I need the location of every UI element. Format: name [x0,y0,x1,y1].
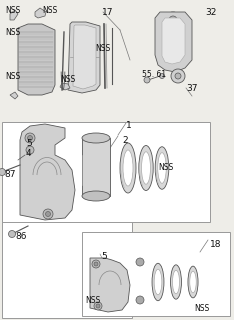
Circle shape [96,304,100,308]
Circle shape [136,258,144,266]
Polygon shape [82,138,110,196]
Text: NSS: NSS [194,304,209,313]
Text: 2: 2 [122,136,128,145]
Ellipse shape [155,147,169,189]
Circle shape [171,69,185,83]
Polygon shape [18,24,55,95]
Text: 32: 32 [205,8,216,17]
Polygon shape [162,18,185,64]
Bar [2,122,210,222]
Polygon shape [60,83,70,90]
Polygon shape [20,124,75,220]
Ellipse shape [190,271,196,293]
Polygon shape [35,8,46,18]
Bar [2,172,132,318]
Circle shape [136,296,144,304]
Polygon shape [90,258,130,312]
Text: 37: 37 [186,84,197,93]
Text: 5: 5 [101,252,107,261]
Circle shape [45,212,51,217]
Ellipse shape [152,263,164,301]
Circle shape [94,262,98,266]
Text: NSS: NSS [158,163,173,172]
Ellipse shape [154,269,162,295]
Polygon shape [10,92,18,99]
Text: 55. 61: 55. 61 [142,70,166,79]
Ellipse shape [172,270,179,294]
Ellipse shape [142,152,150,184]
Text: NSS: NSS [5,72,20,81]
Circle shape [169,16,177,24]
Text: NSS: NSS [85,296,100,305]
Polygon shape [68,22,100,93]
Text: 87: 87 [4,170,15,179]
Circle shape [175,73,181,79]
Circle shape [25,133,35,143]
Text: NSS: NSS [5,6,20,15]
Text: NSS: NSS [95,44,110,53]
Ellipse shape [123,150,133,186]
Ellipse shape [120,143,136,193]
Ellipse shape [139,146,153,190]
Ellipse shape [158,153,166,183]
Polygon shape [10,10,18,20]
Ellipse shape [82,191,110,201]
Circle shape [94,302,102,310]
Ellipse shape [188,266,198,298]
Circle shape [28,135,33,140]
Circle shape [160,74,165,78]
Text: NSS: NSS [5,28,20,37]
Text: 86: 86 [15,232,26,241]
Circle shape [144,77,150,83]
Bar [82,232,230,316]
Ellipse shape [171,265,181,299]
Text: 17: 17 [102,8,113,17]
Circle shape [0,169,6,175]
Polygon shape [73,25,96,89]
Circle shape [43,209,53,219]
Text: NSS: NSS [42,6,57,15]
Polygon shape [155,12,192,72]
Ellipse shape [82,133,110,143]
Text: 1: 1 [126,121,132,130]
Text: 5: 5 [26,139,32,148]
Circle shape [165,12,181,28]
Circle shape [26,146,34,154]
Text: 4: 4 [26,149,32,158]
Text: NSS: NSS [60,75,75,84]
Text: 18: 18 [210,240,222,249]
Circle shape [8,230,15,237]
Circle shape [92,260,100,268]
